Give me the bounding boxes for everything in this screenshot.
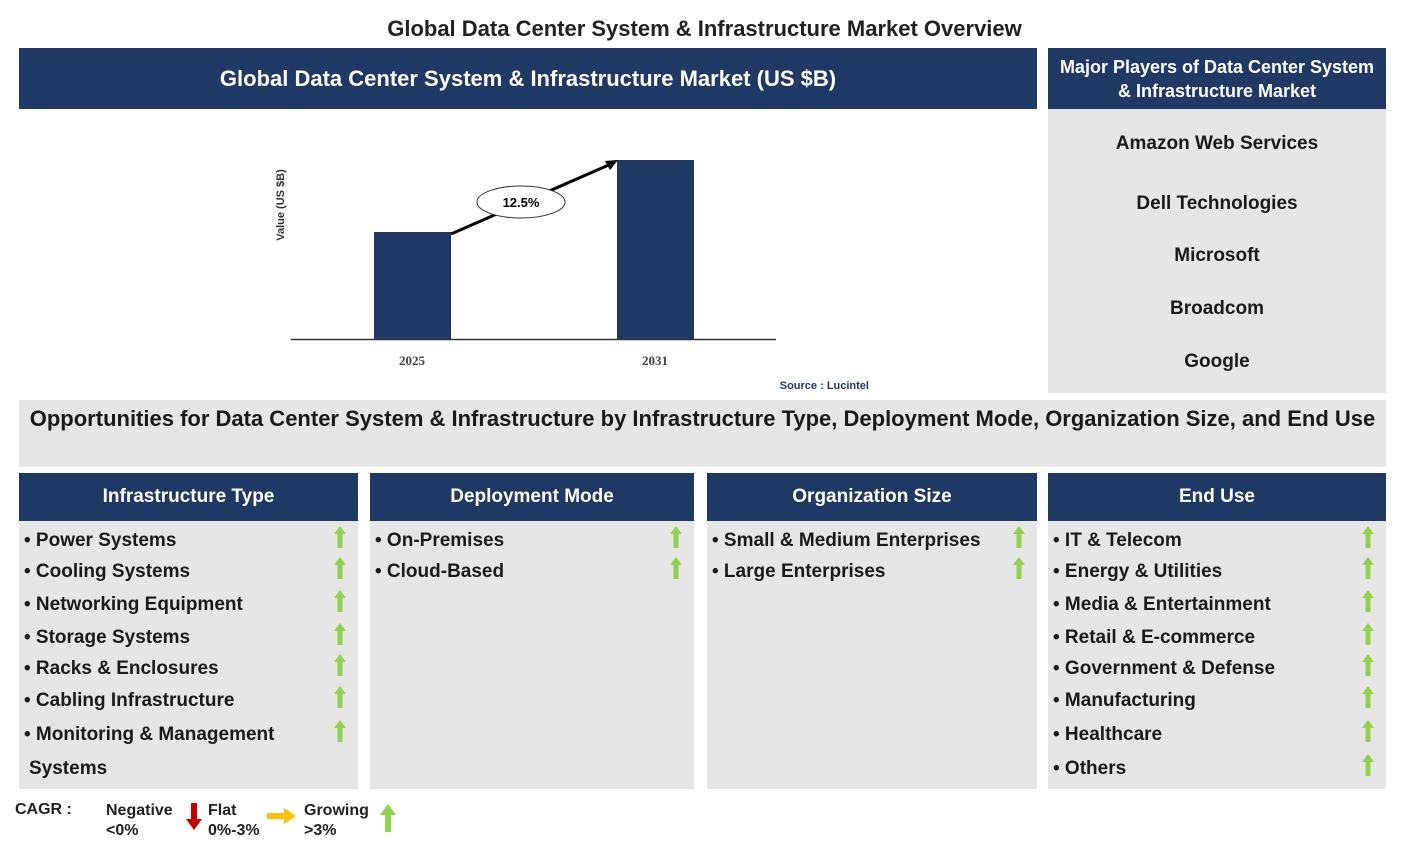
list-item: • Government & Defense bbox=[1053, 658, 1276, 679]
arrow-head-icon bbox=[605, 160, 618, 170]
y-axis-label: Value (US $B) bbox=[275, 169, 287, 241]
column-panel: • IT & Telecom • Energy & Utilities • Medi… bbox=[1048, 521, 1386, 789]
player-item: Broadcom bbox=[1170, 298, 1264, 319]
arrow-up-icon bbox=[1362, 754, 1374, 776]
x-tick-label: 2031 bbox=[642, 353, 668, 368]
arrow-up-icon bbox=[670, 557, 682, 579]
arrow-up-icon bbox=[1362, 526, 1374, 548]
source-label: Source : Lucintel bbox=[780, 380, 869, 392]
arrow-up-icon bbox=[380, 804, 396, 832]
market-chart: Value (US $B) 2025 2031 12.5% Source : Lu… bbox=[275, 160, 869, 392]
arrow-up-icon bbox=[1362, 654, 1374, 676]
column-panel: • Power Systems • Cooling Systems • Networ… bbox=[19, 521, 358, 789]
arrow-up-icon bbox=[334, 623, 346, 645]
arrow-up-icon bbox=[1013, 557, 1025, 579]
chart-header: Global Data Center System & Infrastructu… bbox=[19, 48, 1037, 109]
list-item: • Monitoring & Management bbox=[24, 724, 275, 745]
list-item: • Cloud-Based bbox=[375, 561, 505, 582]
player-item: Google bbox=[1184, 351, 1250, 372]
list-item: • Cooling Systems bbox=[24, 561, 191, 582]
arrow-up-icon bbox=[334, 720, 346, 742]
list-item: • IT & Telecom bbox=[1053, 530, 1182, 551]
cagr-label: 12.5% bbox=[503, 195, 540, 210]
arrow-up-icon bbox=[1362, 686, 1374, 708]
legend-flat-range: 0%-3% bbox=[208, 822, 260, 839]
list-item: • Small & Medium Enterprises bbox=[712, 530, 981, 551]
arrow-up-icon bbox=[1362, 623, 1374, 645]
column-header: Organization Size bbox=[707, 473, 1037, 521]
list-item: • Networking Equipment bbox=[24, 594, 243, 615]
arrow-up-icon bbox=[334, 654, 346, 676]
bar-2025 bbox=[374, 232, 451, 339]
arrow-up-icon bbox=[1013, 526, 1025, 548]
legend-growing-range: >3% bbox=[304, 822, 337, 839]
list-item: • Cabling Infrastructure bbox=[24, 690, 235, 711]
list-item: • Storage Systems bbox=[24, 627, 191, 648]
legend-negative: Negative bbox=[106, 802, 173, 819]
arrow-right-icon bbox=[267, 808, 296, 824]
legend-negative-range: <0% bbox=[106, 822, 139, 839]
player-item: Dell Technologies bbox=[1136, 193, 1298, 214]
players-panel bbox=[1048, 109, 1386, 393]
legend-label: CAGR : bbox=[15, 801, 72, 818]
column-panel: • Small & Medium Enterprises • Large Ente… bbox=[707, 521, 1037, 789]
list-item: • Racks & Enclosures bbox=[24, 658, 219, 679]
list-item: • Retail & E-commerce bbox=[1053, 627, 1256, 648]
arrow-down-icon bbox=[186, 803, 202, 830]
arrow-up-icon bbox=[1362, 590, 1374, 612]
bar-2031 bbox=[617, 160, 694, 339]
list-item-continuation: Systems bbox=[29, 758, 108, 779]
column-header: Deployment Mode bbox=[370, 473, 694, 521]
legend-growing: Growing bbox=[304, 802, 369, 819]
list-item: • Energy & Utilities bbox=[1053, 561, 1223, 582]
list-item: • Media & Entertainment bbox=[1053, 594, 1271, 615]
column-panel: • On-Premises • Cloud-Based bbox=[370, 521, 694, 789]
x-tick-label: 2025 bbox=[399, 353, 426, 368]
page-title: Global Data Center System & Infrastructu… bbox=[387, 16, 1022, 41]
opportunities-heading: Opportunities for Data Center System & I… bbox=[19, 400, 1386, 467]
player-item: Amazon Web Services bbox=[1115, 133, 1319, 154]
arrow-up-icon bbox=[334, 686, 346, 708]
arrow-up-icon bbox=[334, 557, 346, 579]
list-item: • Power Systems bbox=[24, 530, 177, 551]
player-item: Microsoft bbox=[1174, 245, 1260, 266]
cagr-ellipse bbox=[476, 185, 566, 219]
list-item: • Others bbox=[1053, 758, 1127, 779]
players-header: Major Players of Data Center System & In… bbox=[1048, 48, 1386, 109]
arrow-up-icon bbox=[670, 526, 682, 548]
list-item: • On-Premises bbox=[375, 530, 505, 551]
arrow-up-icon bbox=[1362, 720, 1374, 742]
legend-flat: Flat bbox=[208, 802, 237, 819]
list-item: • Large Enterprises bbox=[712, 561, 886, 582]
list-item: • Healthcare bbox=[1053, 724, 1163, 745]
column-header: Infrastructure Type bbox=[19, 473, 358, 521]
arrow-up-icon bbox=[334, 590, 346, 612]
list-item: • Manufacturing bbox=[1053, 690, 1196, 711]
arrow-up-icon bbox=[1362, 557, 1374, 579]
arrow-up-icon bbox=[334, 526, 346, 548]
column-header: End Use bbox=[1048, 473, 1386, 521]
